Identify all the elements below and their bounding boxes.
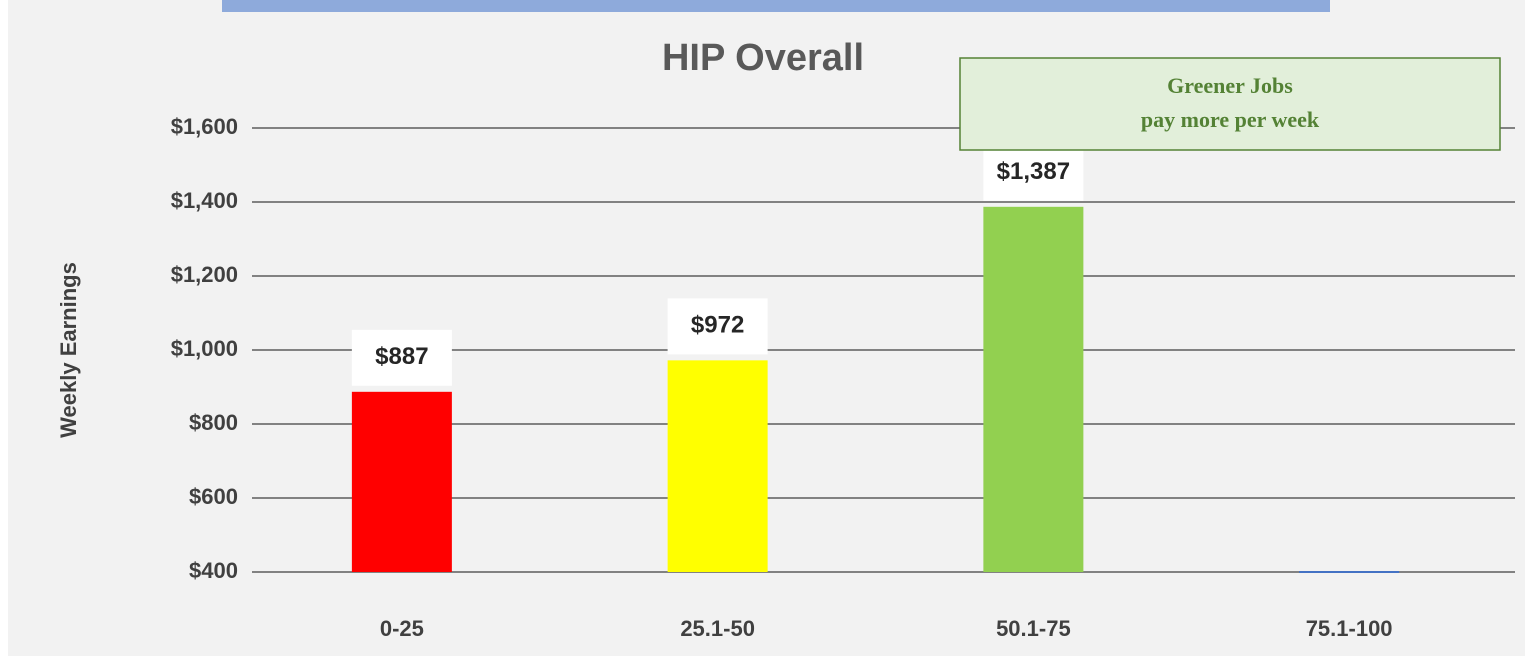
data-label-background bbox=[983, 144, 1084, 201]
y-tick-label: $800 bbox=[189, 410, 238, 435]
y-tick-label: $1,600 bbox=[171, 114, 238, 139]
bar bbox=[983, 206, 1084, 572]
y-tick-label: $400 bbox=[189, 558, 238, 583]
bar bbox=[351, 391, 452, 572]
bar bbox=[667, 360, 768, 572]
data-label-background bbox=[667, 298, 768, 355]
y-tick-label: $1,200 bbox=[171, 262, 238, 287]
data-label: $887 bbox=[375, 343, 428, 370]
x-tick-label: 0-25 bbox=[380, 616, 424, 641]
x-tick-label: 50.1-75 bbox=[996, 616, 1071, 641]
y-tick-label: $1,000 bbox=[171, 336, 238, 361]
chart-title: HIP Overall bbox=[662, 37, 864, 79]
y-tick-label: $600 bbox=[189, 484, 238, 509]
y-axis-label: Weekly Earnings bbox=[56, 262, 81, 438]
data-label: $1,387 bbox=[997, 158, 1070, 185]
data-label: $972 bbox=[691, 312, 744, 339]
data-label-background bbox=[351, 329, 452, 386]
y-tick-label: $1,400 bbox=[171, 188, 238, 213]
bar bbox=[1299, 571, 1400, 573]
x-tick-label: 75.1-100 bbox=[1306, 616, 1393, 641]
top-strip bbox=[222, 0, 1330, 12]
annotation-box bbox=[959, 57, 1501, 151]
annotation-text: Greener Jobs bbox=[1167, 73, 1293, 98]
annotation-text: pay more per week bbox=[1141, 107, 1320, 132]
x-tick-label: 25.1-50 bbox=[680, 616, 755, 641]
